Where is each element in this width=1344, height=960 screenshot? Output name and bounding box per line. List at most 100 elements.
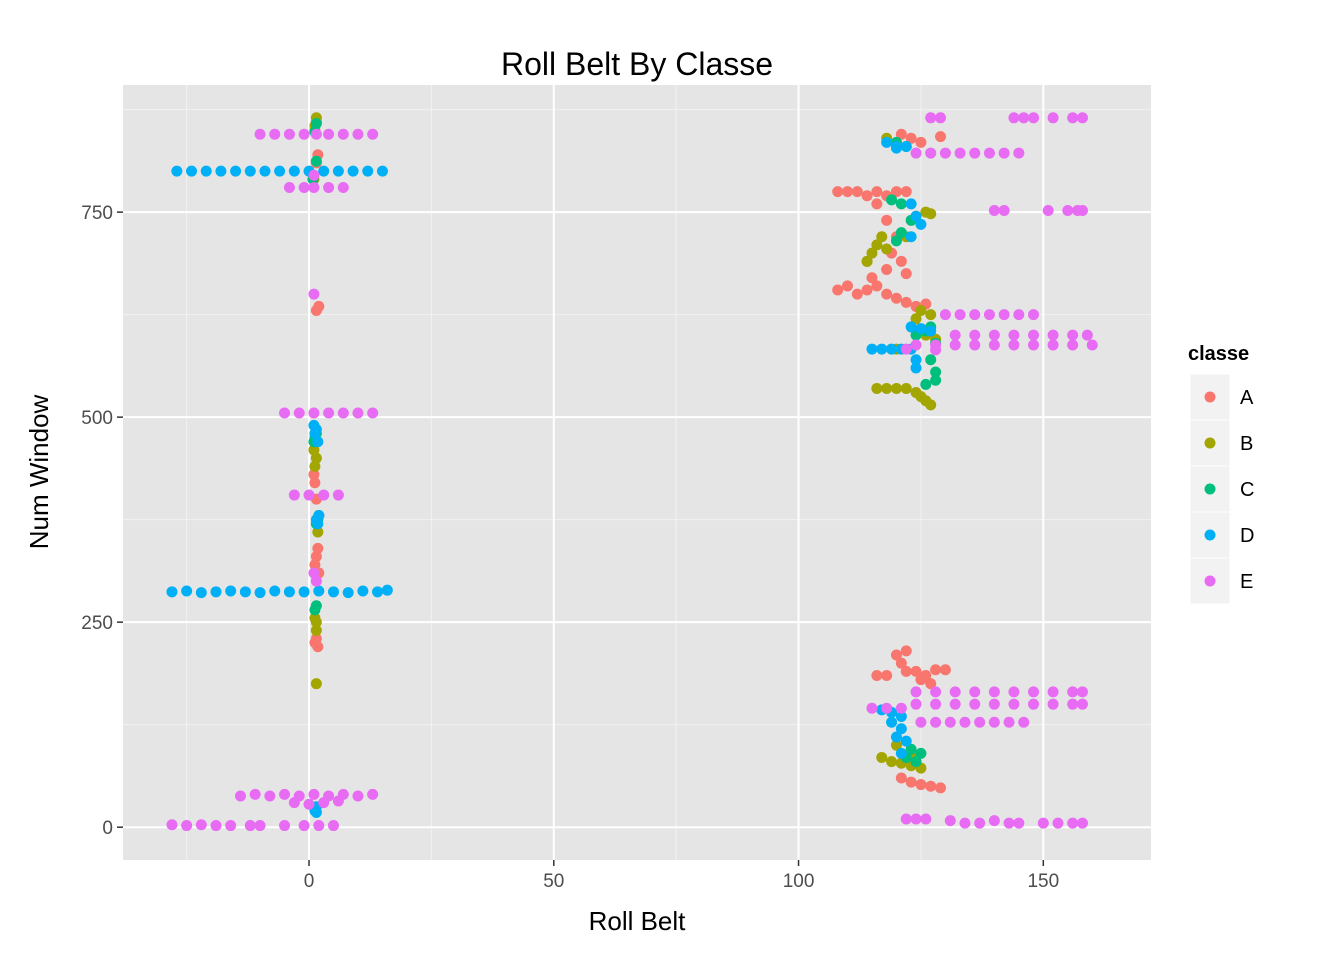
data-point-c <box>930 374 942 386</box>
data-point-e <box>1067 112 1079 124</box>
data-point-e <box>1047 329 1059 341</box>
data-point-a <box>890 649 902 661</box>
chart-title: Roll Belt By Classe <box>501 46 773 82</box>
data-point-d <box>900 735 912 747</box>
data-point-a <box>895 128 907 140</box>
data-point-b <box>866 247 878 259</box>
data-point-e <box>1003 716 1015 728</box>
data-point-d <box>910 362 922 374</box>
data-point-d <box>381 584 393 596</box>
legend-label-a: A <box>1240 387 1254 409</box>
legend-marker-d <box>1204 529 1216 541</box>
data-point-e <box>1008 112 1020 124</box>
data-point-e <box>244 820 256 832</box>
data-point-e <box>910 339 922 351</box>
data-point-e <box>318 489 330 501</box>
data-point-e <box>1013 309 1025 321</box>
data-point-e <box>279 788 291 800</box>
data-point-d <box>215 165 227 177</box>
data-point-a <box>935 131 947 143</box>
data-point-e <box>337 407 349 419</box>
data-point-e <box>949 686 961 698</box>
data-point-e <box>1076 686 1088 698</box>
legend-label-d: D <box>1240 525 1254 547</box>
data-point-a <box>851 186 863 198</box>
data-point-c <box>910 756 922 768</box>
data-point-e <box>866 702 878 714</box>
legend-title: classe <box>1188 343 1249 365</box>
x-tick-label: 150 <box>1027 871 1059 892</box>
data-point-e <box>323 182 335 194</box>
data-point-d <box>881 136 893 148</box>
data-point-e <box>969 329 981 341</box>
data-point-e <box>332 489 344 501</box>
data-point-e <box>983 147 995 159</box>
data-point-e <box>969 698 981 710</box>
data-point-e <box>303 798 315 810</box>
data-point-e <box>1013 147 1025 159</box>
data-point-a <box>900 186 912 198</box>
data-point-d <box>288 165 300 177</box>
data-point-e <box>954 147 966 159</box>
x-axis-ticks: 0 50 100 150 <box>304 860 1059 892</box>
data-point-b <box>925 309 937 321</box>
plot-panel <box>123 85 1151 860</box>
data-point-d <box>318 165 330 177</box>
data-point-e <box>1067 686 1079 698</box>
data-point-a <box>930 664 942 676</box>
data-point-e <box>254 128 266 140</box>
data-point-e <box>949 339 961 351</box>
data-point-a <box>309 637 321 649</box>
data-point-e <box>988 698 1000 710</box>
data-point-e <box>308 182 320 194</box>
data-point-e <box>1047 686 1059 698</box>
data-point-d <box>376 165 388 177</box>
data-point-a <box>905 776 917 788</box>
data-point-e <box>1028 686 1040 698</box>
data-point-a <box>895 255 907 267</box>
data-point-e <box>308 788 320 800</box>
data-point-e <box>930 686 942 698</box>
y-tick-label: 250 <box>81 613 113 634</box>
data-point-d <box>298 586 310 598</box>
data-point-a <box>309 477 321 489</box>
data-point-b <box>876 231 888 243</box>
data-point-d <box>244 165 256 177</box>
data-point-c <box>310 155 322 167</box>
data-point-d <box>890 731 902 743</box>
data-points <box>166 112 1098 832</box>
data-point-e <box>298 128 310 140</box>
data-point-e <box>920 813 932 825</box>
data-point-e <box>1013 817 1025 829</box>
data-point-e <box>283 128 295 140</box>
data-point-d <box>283 586 295 598</box>
data-point-e <box>303 489 315 501</box>
data-point-d <box>313 585 325 597</box>
data-point-a <box>890 292 902 304</box>
data-point-a <box>905 132 917 144</box>
data-point-d <box>312 436 324 448</box>
data-point-e <box>293 407 305 419</box>
y-tick-label: 0 <box>102 818 113 839</box>
data-point-e <box>998 204 1010 216</box>
data-point-d <box>915 218 927 230</box>
data-point-e <box>352 407 364 419</box>
data-point-a <box>890 186 902 198</box>
data-point-e <box>1076 204 1088 216</box>
data-point-e <box>1008 339 1020 351</box>
data-point-a <box>308 469 320 481</box>
data-point-d <box>357 585 369 597</box>
data-point-d <box>181 585 193 597</box>
data-point-b <box>309 612 321 624</box>
data-point-e <box>279 407 291 419</box>
data-point-e <box>1003 817 1015 829</box>
data-point-b <box>312 526 324 538</box>
data-point-e <box>1047 698 1059 710</box>
data-point-b <box>310 624 322 636</box>
data-point-e <box>1062 204 1074 216</box>
data-point-e <box>949 698 961 710</box>
data-point-e <box>283 182 295 194</box>
data-point-a <box>881 214 893 226</box>
data-point-d <box>910 354 922 366</box>
data-point-e <box>944 716 956 728</box>
